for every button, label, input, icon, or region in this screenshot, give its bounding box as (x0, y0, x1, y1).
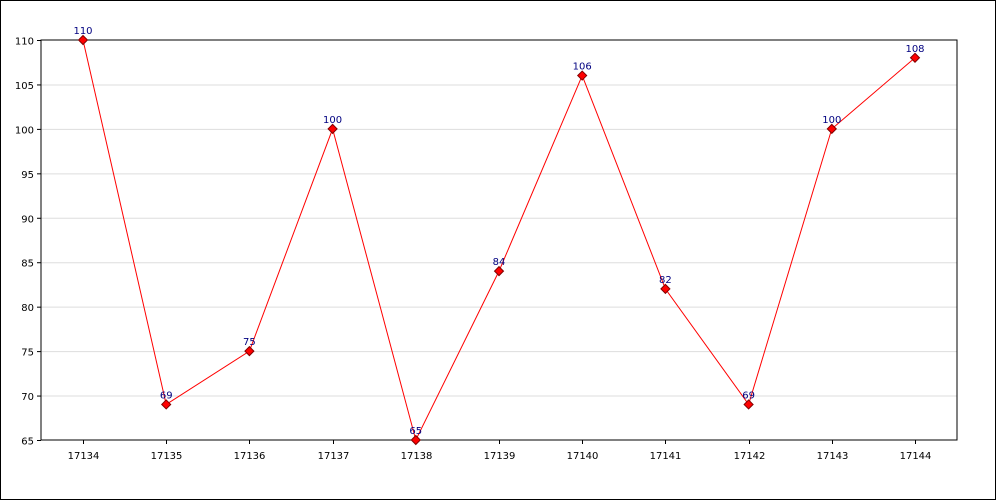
data-point (327, 123, 338, 135)
data-point (410, 434, 422, 446)
data-label: 69 (742, 390, 755, 401)
y-tick-label: 75 (21, 348, 34, 359)
x-tick-label: 17138 (401, 451, 433, 462)
data-label: 84 (493, 257, 506, 268)
data-label: 100 (323, 115, 342, 126)
data-point (909, 52, 921, 63)
y-tick-label: 70 (21, 392, 34, 403)
y-tick-label: 80 (21, 303, 34, 314)
data-point (244, 345, 255, 357)
plot-area (40, 39, 958, 441)
data-point (160, 399, 172, 410)
y-tick-label: 90 (21, 214, 34, 225)
data-point (576, 70, 588, 81)
x-axis: 17134 17135 17136 17137 17138 17139 17140 17141… (68, 440, 932, 462)
data-point (743, 399, 754, 410)
y-tick-label: 100 (15, 125, 34, 136)
x-tick-label: 17137 (318, 451, 350, 462)
data-point (77, 34, 89, 46)
x-tick-label: 17134 (68, 451, 100, 462)
y-tick-label: 110 (15, 37, 34, 48)
data-point (660, 283, 671, 295)
x-tick-label: 17135 (151, 451, 183, 462)
data-label: 75 (243, 337, 256, 348)
data-label: 108 (905, 44, 924, 55)
data-point (826, 123, 838, 135)
data-label: 82 (659, 275, 672, 286)
x-tick-label: 17141 (650, 451, 682, 462)
series-group (77, 34, 921, 446)
y-tick-label: 105 (15, 81, 34, 92)
data-point (493, 265, 505, 277)
data-label: 69 (160, 390, 173, 401)
x-tick-label: 17140 (567, 451, 599, 462)
y-tick-label: 85 (21, 259, 34, 270)
data-label: 110 (73, 26, 92, 37)
data-label: 106 (573, 62, 592, 73)
y-tick-label: 65 (21, 437, 34, 448)
x-tick-label: 17143 (817, 451, 849, 462)
data-label: 65 (409, 426, 422, 437)
data-label: 100 (822, 115, 841, 126)
series-line (82, 39, 916, 442)
y-tick-label: 95 (21, 170, 34, 181)
x-tick-label: 17136 (234, 451, 266, 462)
x-tick-label: 17142 (734, 451, 766, 462)
grid-lines (41, 84, 957, 397)
x-tick-label: 17144 (900, 451, 932, 462)
y-axis: 65 70 75 80 85 90 95 100 105 110 (15, 37, 41, 448)
x-tick-label: 17139 (484, 451, 516, 462)
data-labels: 110 69 75 100 65 84 106 82 69 100 108 (73, 26, 924, 437)
